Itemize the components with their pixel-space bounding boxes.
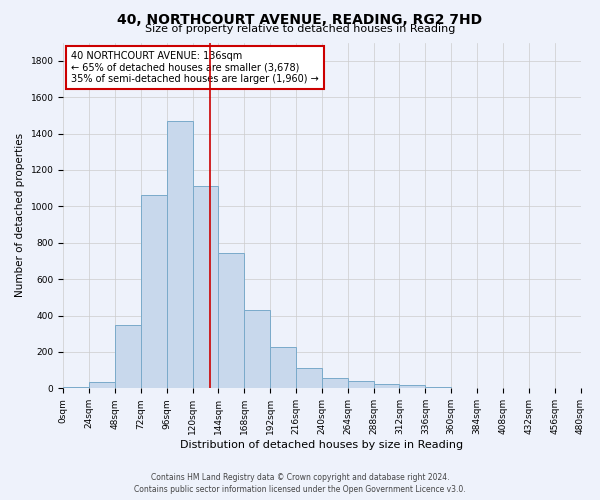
X-axis label: Distribution of detached houses by size in Reading: Distribution of detached houses by size … [181,440,463,450]
Bar [141,196,167,388]
Bar [63,386,89,388]
Bar [322,378,348,388]
Bar [400,384,425,388]
Bar [374,384,400,388]
Bar [167,121,193,388]
Text: Size of property relative to detached houses in Reading: Size of property relative to detached ho… [145,24,455,34]
Bar [296,368,322,388]
Bar [348,381,374,388]
Text: Contains HM Land Registry data © Crown copyright and database right 2024.
Contai: Contains HM Land Registry data © Crown c… [134,472,466,494]
Bar [218,252,244,388]
Bar [115,324,141,388]
Y-axis label: Number of detached properties: Number of detached properties [15,134,25,298]
Bar [270,348,296,389]
Bar [89,382,115,388]
Bar [193,186,218,388]
Bar [244,310,270,388]
Text: 40 NORTHCOURT AVENUE: 136sqm
← 65% of detached houses are smaller (3,678)
35% of: 40 NORTHCOURT AVENUE: 136sqm ← 65% of de… [71,51,319,84]
Text: 40, NORTHCOURT AVENUE, READING, RG2 7HD: 40, NORTHCOURT AVENUE, READING, RG2 7HD [118,12,482,26]
